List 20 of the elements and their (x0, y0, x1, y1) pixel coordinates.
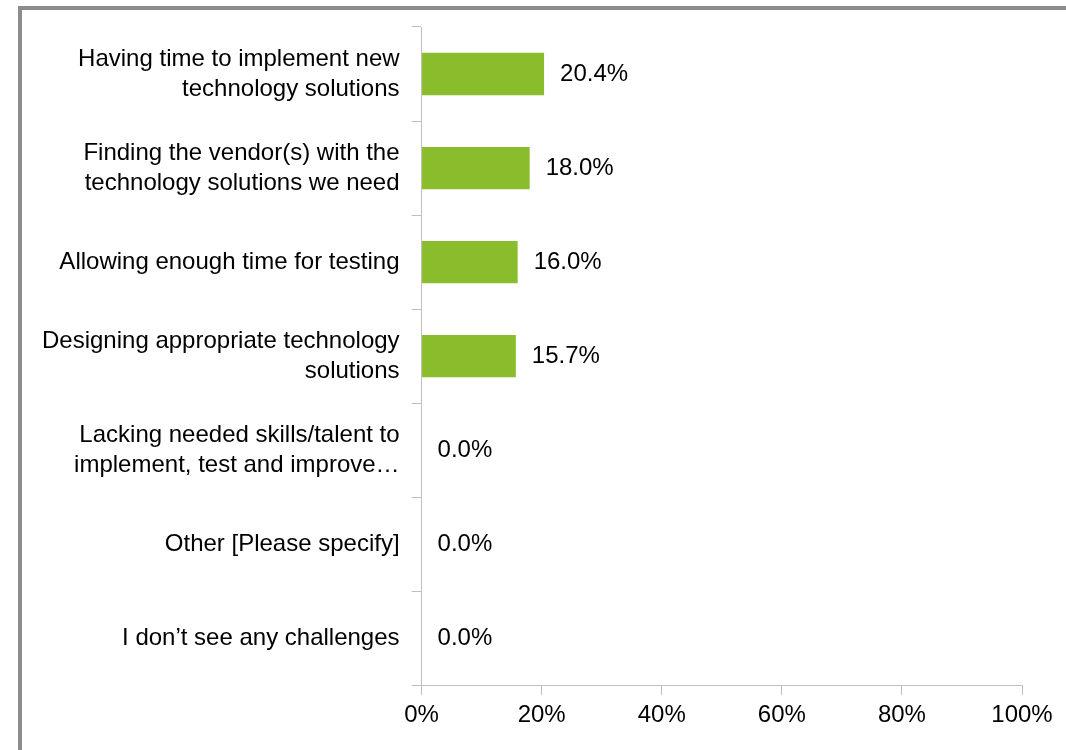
x-tick-label: 60% (757, 700, 806, 728)
data-label: 15.7% (531, 340, 600, 368)
y-tick-label: Finding the vendor(s) with the technology solutions we need (83, 137, 400, 195)
y-tick-label: Having time to implement new technology solutions (78, 43, 401, 101)
y-tick-label: Designing appropriate technology solutions (42, 325, 400, 383)
data-label: 18.0% (545, 152, 614, 180)
x-tick-label: 0% (404, 700, 439, 728)
data-label: 20.4% (560, 58, 629, 86)
data-label: 16.0% (533, 246, 602, 274)
y-tick-label: Other [Please specify] (164, 528, 400, 556)
x-tick-label: 100% (991, 700, 1053, 728)
x-tick-label: 80% (877, 700, 926, 728)
x-tick-label: 20% (517, 700, 566, 728)
data-label: 0.0% (437, 434, 493, 462)
y-tick-label: I don’t see any challenges (122, 622, 400, 650)
data-label: 0.0% (437, 528, 493, 556)
y-tick-label: Allowing enough time for testing (59, 246, 400, 274)
data-label: 0.0% (437, 622, 493, 650)
y-tick-label: Lacking needed skills/talent to implement, test and improve… (74, 419, 400, 477)
x-tick-label: 40% (637, 700, 686, 728)
